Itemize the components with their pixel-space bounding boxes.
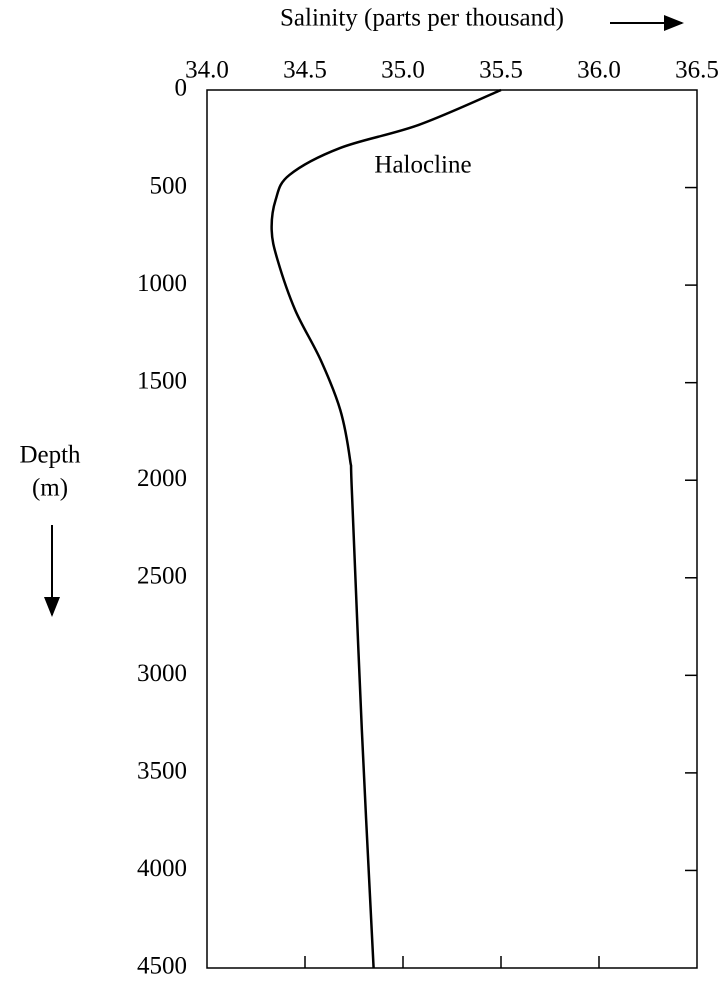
y-tick-label: 0 (175, 75, 188, 102)
plot-frame (206, 89, 698, 969)
x-tick-label: 34.0 (185, 57, 229, 84)
x-tick-label: 35.5 (479, 57, 523, 84)
x-tick-label: 36.0 (577, 57, 621, 84)
y-tick-label: 3500 (137, 758, 187, 785)
y-axis-label: Depth (19, 442, 81, 469)
annotation: Halocline (374, 152, 471, 179)
x-tick-label: 35.0 (381, 57, 425, 84)
y-tick-label: 4000 (137, 855, 187, 882)
y-tick-label: 3000 (137, 660, 187, 687)
salinity-line (270, 88, 502, 969)
y-tick-label: 4500 (137, 953, 187, 980)
x-axis-label: Salinity (parts per thousand) (280, 5, 564, 32)
y-tick-label: 2500 (137, 563, 187, 590)
y-tick-label: 500 (150, 172, 188, 199)
y-tick-label: 1000 (137, 270, 187, 297)
x-tick-label: 34.5 (283, 57, 327, 84)
x-tick-label: 36.5 (675, 57, 719, 84)
y-axis-label: (m) (32, 475, 68, 502)
y-tick-label: 2000 (137, 465, 187, 492)
y-tick-label: 1500 (137, 367, 187, 394)
